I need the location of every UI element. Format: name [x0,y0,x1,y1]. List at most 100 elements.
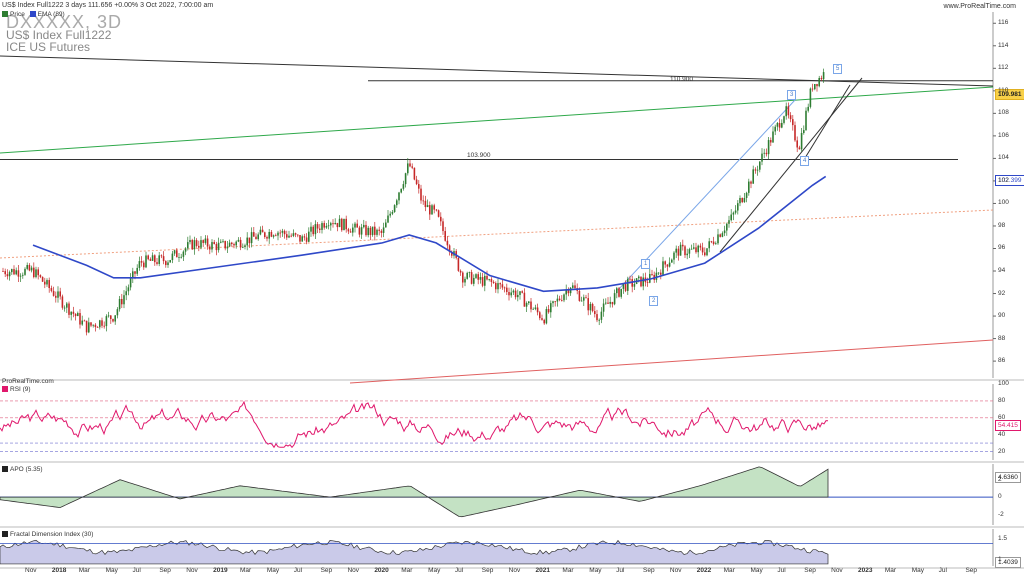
price-swatch [2,11,8,17]
candle-body [609,301,611,304]
y-tick-label: 102 [998,176,1009,184]
candle-body [750,181,752,184]
candle-body [292,233,295,237]
candle-body [523,292,526,307]
candle-body [283,230,286,235]
candle-body [803,130,805,133]
candle-body [325,225,328,228]
rsi-label[interactable]: RSI (9) [10,386,31,393]
rsi-tick-label: 40 [998,430,1006,438]
candle-body [48,280,50,289]
candle-body [785,106,787,117]
apo-label[interactable]: APO (5.35) [10,466,43,473]
candle-body [55,295,57,298]
candle-body [327,225,330,227]
x-tick-label: Nov [831,567,843,574]
candle-body [8,272,11,277]
candle-body [668,262,671,267]
candle-body [385,222,387,228]
candle-body [602,303,605,312]
candle-body [512,290,515,293]
candle-body [739,197,741,204]
candle-body [37,269,39,276]
legend-price[interactable]: Price [10,11,25,18]
candle-body [178,257,180,258]
candle-body [495,283,497,290]
legend-ema[interactable]: EMA (89) [37,11,65,18]
candle-body [536,307,539,313]
candle-body [2,271,4,272]
candle-body [424,200,427,208]
candle-body [233,244,235,246]
candle-body [457,257,460,271]
candle-body [794,125,796,141]
candle-body [622,284,625,289]
candle-body [545,309,548,324]
x-tick-label: May [911,567,925,574]
candle-body [712,241,715,244]
candle-body [530,301,532,310]
ema-line [32,175,827,293]
wave-label-4: 4 [800,156,810,166]
candle-body [169,260,171,263]
candle-body [679,244,682,256]
candle-body [96,327,99,328]
candle-body [68,303,70,315]
y-tick-label: 100 [998,199,1009,207]
candle-body [231,242,233,245]
candle-body [613,293,616,305]
candle-body [805,110,807,131]
candle-body [503,287,506,289]
candle-body [250,232,253,244]
candle-body [693,247,695,249]
candle-body [147,255,149,260]
candle-body [41,276,44,282]
candle-body [407,163,409,174]
candle-body [259,229,262,235]
candle-body [396,200,398,206]
candle-body [488,278,490,280]
candle-body [132,271,134,279]
candle-body [517,294,519,298]
x-tick-label: May [589,567,602,574]
x-tick-label: 2022 [696,567,712,574]
candle-body [534,307,537,309]
candle-body [220,241,222,243]
candle-body [90,322,92,326]
candle-body [156,262,158,264]
candle-body [600,311,603,320]
candle-body [356,223,358,228]
candle-body [657,272,660,274]
candle-body [15,270,17,275]
candle-body [50,288,53,291]
candle-body [402,184,405,189]
candle-body [193,240,196,250]
candle-body [426,205,429,208]
candle-body [94,324,97,328]
fdi-label[interactable]: Fractal Dimension Index (30) [10,531,94,538]
candle-body [85,320,88,333]
candle-body [587,298,589,311]
candle-body [411,166,413,168]
level-label-103900: 103.900 [467,152,491,159]
candle-body [690,248,693,250]
candle-body [756,169,759,171]
candle-body [349,231,352,233]
candle-body [688,249,691,254]
candle-body [816,84,818,87]
y-tick-label: 110 [998,86,1009,94]
candle-body [187,242,189,249]
candle-body [662,261,664,275]
x-tick-label: Sep [965,567,978,574]
candle-body [578,290,581,301]
candle-body [620,288,622,297]
candle-body [171,253,174,261]
candle-body [448,245,451,253]
candle-body [745,192,748,198]
candle-body [726,223,728,231]
prt-label: ProRealTime.com [2,378,54,385]
candle-body [92,324,94,326]
candle-body [547,309,550,313]
candle-body [191,239,193,250]
